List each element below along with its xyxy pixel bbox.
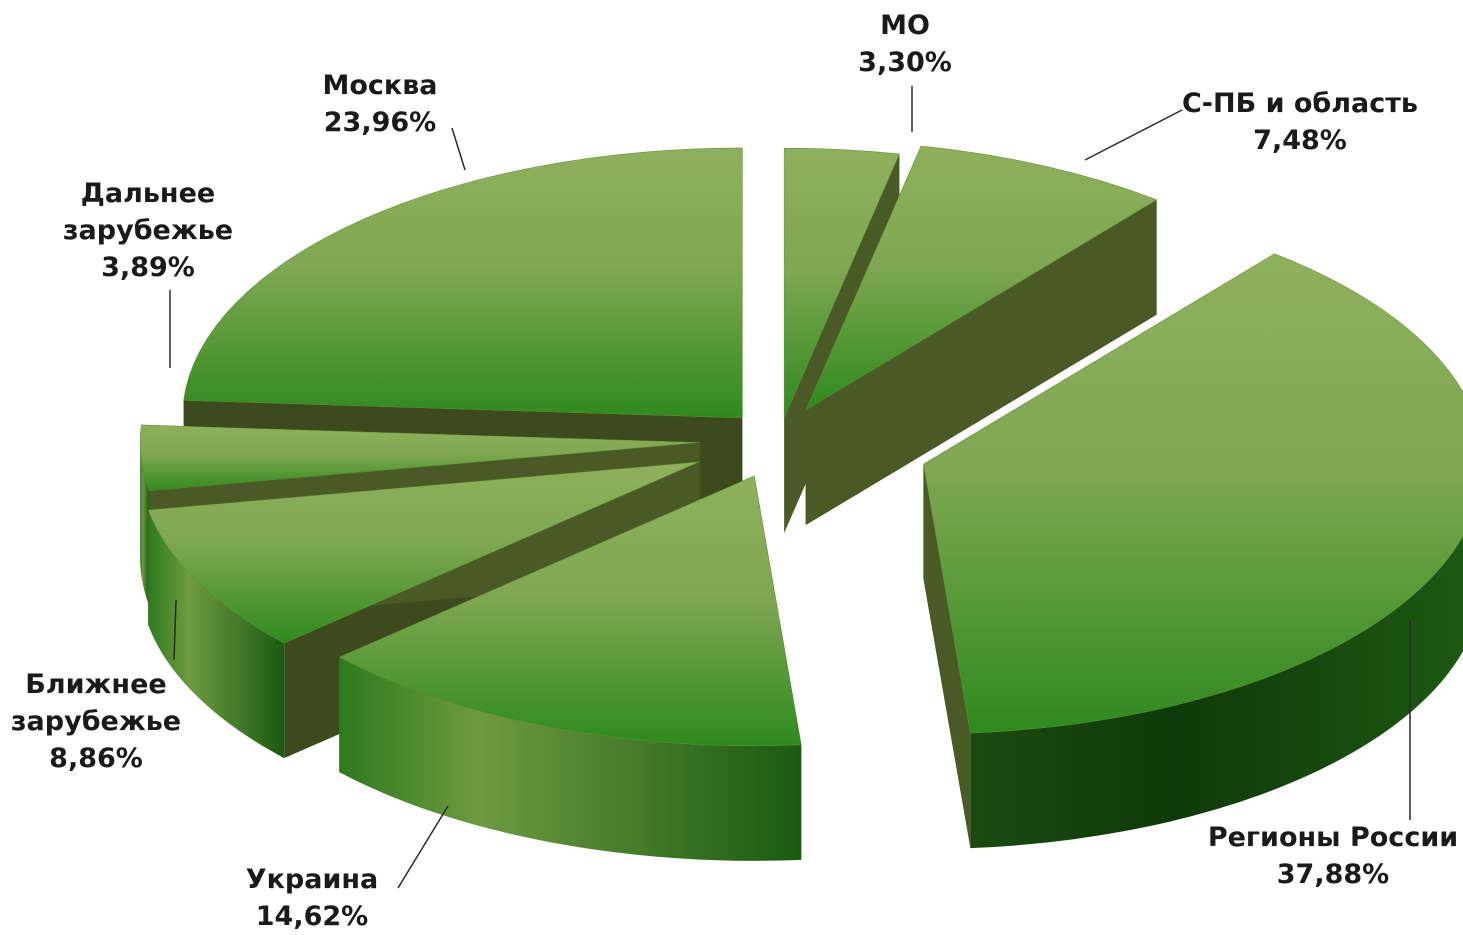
pie-slice-top (183, 147, 743, 419)
pie-slice-wall-end (805, 199, 1157, 526)
slice-label: Москва 23,96% (322, 70, 437, 138)
slice-label: С-ПБ и область 7,48% (1182, 88, 1418, 156)
slice-category-label: Украина (246, 864, 378, 895)
leader-line (451, 127, 466, 171)
slice-category-label: Дальнее (81, 178, 215, 209)
pie-slice-side (339, 657, 802, 861)
slice-label: Ближнее зарубежье 8,86% (11, 669, 181, 774)
slice-label: Дальнее зарубежье 3,89% (63, 178, 233, 283)
pie-slice-2 (923, 253, 1463, 849)
slice-category-label: зарубежье (11, 706, 181, 737)
pie-slice-top (783, 147, 900, 419)
slices-layer (139, 145, 1463, 861)
pie-slice-1 (805, 145, 1158, 526)
labels-layer: МО 3,30% С-ПБ и область 7,48% Регионы России… (11, 10, 1458, 932)
pie-slice-top (805, 145, 1158, 411)
leader-line (1084, 109, 1183, 161)
leader-line (173, 599, 177, 661)
slice-value-label: 3,30% (858, 47, 952, 78)
slice-category-label: Регионы России (1208, 822, 1458, 853)
pie-slice-3 (338, 475, 802, 861)
pie-slice-side (970, 536, 1463, 849)
pie-slice-top (338, 475, 802, 747)
slice-category-label: зарубежье (63, 215, 233, 246)
slice-value-label: 8,86% (49, 743, 143, 774)
pie-slice-top (139, 424, 701, 491)
slice-label: Украина 14,62% (246, 864, 378, 932)
pie-slice-top (923, 253, 1463, 734)
slice-value-label: 14,62% (256, 901, 368, 932)
slice-label: МО 3,30% (858, 10, 952, 78)
pie-slice-side (148, 510, 285, 759)
slice-label: Регионы России 37,88% (1208, 822, 1458, 890)
slice-category-label: Москва (322, 70, 437, 101)
leader-line (397, 805, 449, 889)
pie-slice-wall-end (923, 464, 971, 849)
slice-category-label: С-ПБ и область (1182, 88, 1418, 119)
slice-category-label: МО (880, 10, 930, 41)
pie-slice-side (140, 442, 150, 606)
slice-value-label: 23,96% (324, 107, 436, 138)
slice-category-label: Ближнее (25, 669, 166, 700)
slice-value-label: 3,89% (101, 252, 195, 283)
slice-value-label: 37,88% (1277, 859, 1389, 890)
pie-slice-top (147, 461, 700, 644)
slice-value-label: 7,48% (1253, 125, 1347, 156)
